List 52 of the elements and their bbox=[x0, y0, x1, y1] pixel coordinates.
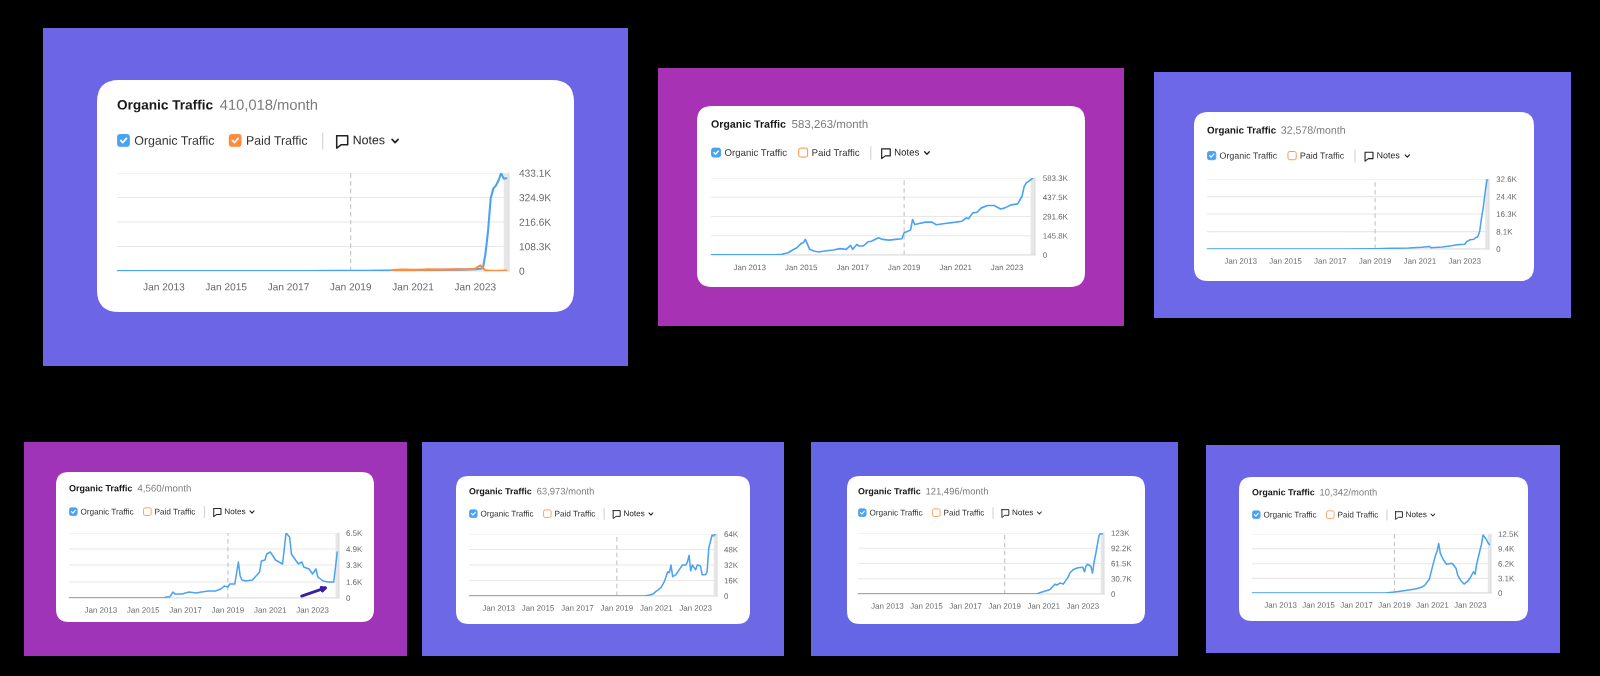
y-tick-label: 108.3K bbox=[519, 243, 552, 251]
x-tick-label: Jan 2023 bbox=[454, 283, 496, 291]
legend-label: Paid Traffic bbox=[944, 509, 985, 516]
legend-label: Paid Traffic bbox=[1300, 152, 1344, 159]
legend-label: Organic Traffic bbox=[1219, 152, 1277, 161]
chart-subtitle: 121,496/month bbox=[926, 487, 988, 496]
text: Notes bbox=[1406, 511, 1427, 518]
text: Notes bbox=[894, 148, 919, 156]
x-tick-label: Jan 2015 bbox=[205, 283, 247, 291]
text: Notes bbox=[1012, 509, 1034, 516]
legend-label: Organic Traffic bbox=[480, 510, 534, 519]
line-series bbox=[1207, 179, 1488, 249]
line-series bbox=[469, 534, 717, 596]
x-tick-label: Jan 2017 bbox=[267, 283, 309, 291]
chart-title: Organic Traffic bbox=[69, 484, 133, 494]
x-tick-label: Jan 2021 bbox=[392, 283, 434, 291]
chart-subtitle: 4,560/month bbox=[137, 484, 191, 493]
legend-label: Paid Traffic bbox=[555, 510, 596, 517]
y-tick-label: 433.1K bbox=[519, 169, 552, 177]
line-series bbox=[711, 178, 1034, 255]
y-tick-label: 216.6K bbox=[519, 218, 552, 226]
text: Notes bbox=[1377, 152, 1400, 159]
line-series bbox=[858, 533, 1104, 594]
chart-subtitle: 410,018/month bbox=[220, 99, 318, 112]
legend-label: Paid Traffic bbox=[1338, 511, 1379, 518]
chart-subtitle: 63,973/month bbox=[537, 487, 594, 496]
x-tick-label: Jan 2019 bbox=[329, 283, 372, 291]
x-tick-label: Jan 2013 bbox=[143, 283, 185, 291]
chart-title: Organic Traffic bbox=[711, 120, 786, 130]
chart-title: Organic Traffic bbox=[469, 487, 532, 497]
chart-subtitle: 583,263/month bbox=[792, 119, 868, 130]
y-tick-label: 324.9K bbox=[519, 194, 552, 202]
legend-label: Organic Traffic bbox=[869, 509, 923, 518]
text: Notes bbox=[353, 135, 385, 145]
chart-title: Organic Traffic bbox=[858, 487, 921, 497]
line-series bbox=[69, 533, 338, 598]
chart-subtitle: 10,342/month bbox=[1320, 488, 1377, 497]
chart-title: Organic Traffic bbox=[1207, 126, 1276, 136]
chart-title: Organic Traffic bbox=[1252, 488, 1315, 498]
text: Notes bbox=[624, 510, 645, 517]
legend-label: Organic Traffic bbox=[134, 135, 215, 148]
chart-title: Organic Traffic bbox=[117, 99, 213, 113]
y-tick-label: 0 bbox=[519, 267, 525, 275]
legend-label: Paid Traffic bbox=[812, 148, 860, 156]
legend-label: Organic Traffic bbox=[724, 148, 787, 158]
line-series bbox=[1252, 534, 1491, 593]
legend-label: Paid Traffic bbox=[246, 135, 308, 145]
legend-label: Organic Traffic bbox=[80, 508, 134, 517]
text: Notes bbox=[224, 508, 246, 515]
chart-subtitle: 32,578/month bbox=[1281, 126, 1345, 136]
legend-label: Organic Traffic bbox=[1263, 511, 1317, 520]
legend-label: Paid Traffic bbox=[155, 508, 196, 515]
